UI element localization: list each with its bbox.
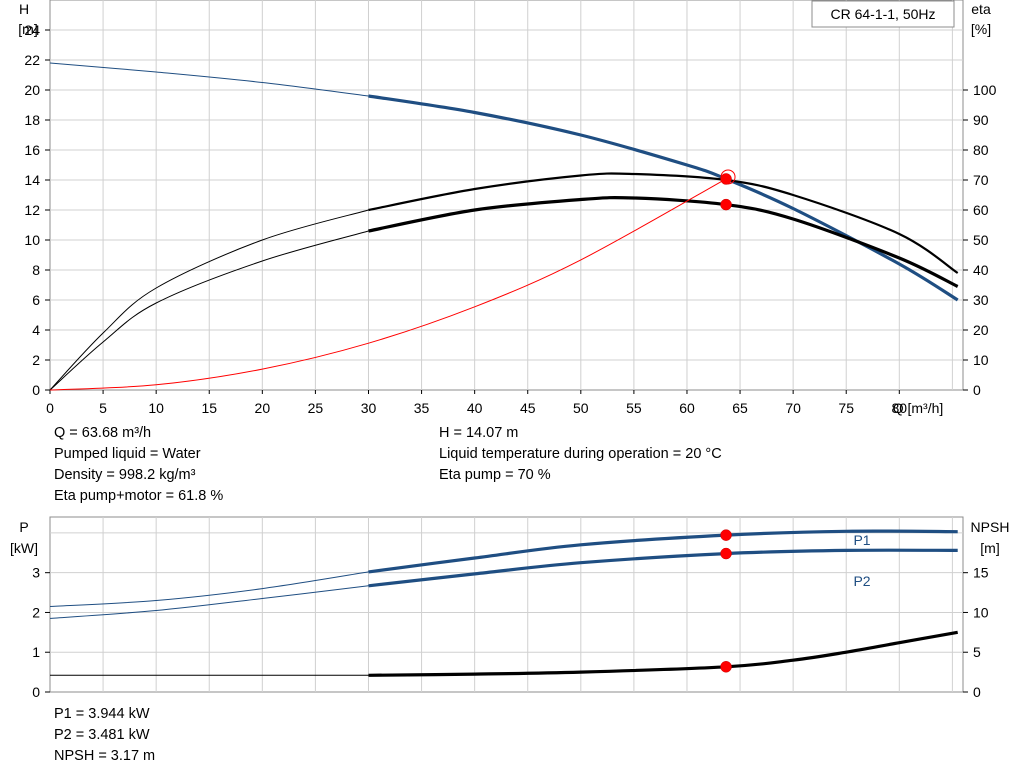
y-tick-label-right: 5: [973, 644, 981, 660]
y-tick-label-left: 14: [24, 172, 40, 188]
legend-box: [811, 0, 955, 28]
curve-eta-pump-motor: [368, 195, 959, 288]
curve-label-p2: P2: [853, 573, 870, 589]
y-axis-title-right: NPSH: [971, 519, 1010, 535]
y-tick-label-right: 70: [973, 172, 989, 188]
y-tick-label-left: 12: [24, 202, 40, 218]
x-tick-label: 75: [838, 400, 854, 416]
y-tick-label-left: 24: [24, 22, 40, 38]
info-head: H = 14.07 m: [439, 425, 519, 441]
y-tick-label-left: 22: [24, 52, 40, 68]
y-tick-label-left: 20: [24, 82, 40, 98]
x-tick-label: 70: [785, 400, 801, 416]
x-tick-label: 55: [626, 400, 642, 416]
y-tick-label-left: 4: [32, 322, 40, 338]
x-tick-label: 65: [732, 400, 748, 416]
y-axis-title-left: H: [19, 1, 29, 17]
y-tick-label-right: 90: [973, 112, 989, 128]
y-axis-title-left: P: [19, 519, 28, 535]
y-tick-label-left: 6: [32, 292, 40, 308]
y-tick-label-right: 10: [973, 604, 989, 620]
panel-1: [45, 0, 968, 394]
x-tick-label: 0: [46, 400, 54, 416]
y-tick-label-right: 40: [973, 262, 989, 278]
info-p1: P1 = 3.944 kW: [54, 706, 150, 722]
info-top-left: Q = 63.68 m³/h Pumped liquid = Water Den…: [54, 423, 223, 507]
info-liquid-temperature: Liquid temperature during operation = 20…: [439, 446, 722, 462]
y-tick-label-left: 0: [32, 684, 40, 700]
info-eta-pump-motor: Eta pump+motor = 61.8 %: [54, 488, 224, 504]
info-density: Density = 998.2 kg/m³: [54, 467, 196, 483]
y-axis-title-right: eta: [971, 1, 991, 17]
y-tick-label-left: 1: [32, 644, 40, 660]
curve-h: [368, 94, 959, 302]
plot-frame: [49, 516, 964, 693]
info-eta-pump: Eta pump = 70 %: [439, 467, 551, 483]
x-tick-label: 45: [520, 400, 536, 416]
x-tick-label: 20: [255, 400, 271, 416]
curve-h-thin: [49, 62, 369, 97]
info-pumped-liquid: Pumped liquid = Water: [54, 446, 201, 462]
y-tick-label-left: 0: [32, 382, 40, 398]
y-tick-label-right: 80: [973, 142, 989, 158]
y-tick-label-right: 15: [973, 565, 989, 581]
y-tick-label-left: 10: [24, 232, 40, 248]
x-tick-label: 40: [467, 400, 483, 416]
x-tick-label: 15: [201, 400, 217, 416]
x-tick-label: 25: [308, 400, 324, 416]
curve-eta-pump-thin: [49, 209, 369, 391]
y-axis-unit-right: [m]: [980, 540, 999, 556]
y-tick-label-right: 30: [973, 292, 989, 308]
y-tick-label-right: 20: [973, 322, 989, 338]
y-axis-unit-left: [kW]: [10, 540, 38, 556]
operating-point: [720, 661, 732, 673]
curve-system-curve-thin: [49, 178, 727, 391]
x-tick-label: 80: [892, 400, 908, 416]
y-tick-label-right: 60: [973, 202, 989, 218]
info-top-right: H = 14.07 m Liquid temperature during op…: [439, 423, 722, 486]
curve-p2: [368, 548, 958, 588]
legend-box-label: CR 64-1-1, 50Hz: [830, 6, 935, 22]
operating-point: [720, 198, 732, 211]
x-tick-label: 60: [679, 400, 695, 416]
curve-eta-pump-motor-thin: [49, 230, 369, 391]
operating-point: [720, 547, 732, 560]
y-axis-unit-right: [%]: [971, 21, 991, 37]
operating-point: [720, 529, 732, 541]
x-tick-label: 10: [148, 400, 164, 416]
plot-frame: [49, 0, 964, 391]
y-tick-label-right: 10: [973, 352, 989, 368]
x-tick-label: 35: [414, 400, 430, 416]
x-axis-title: Q [m³/h]: [893, 400, 944, 416]
y-axis-unit-left: [m]: [18, 21, 37, 37]
curve-label-p1: P1: [853, 532, 870, 548]
x-tick-label: 5: [99, 400, 107, 416]
y-tick-label-left: 2: [32, 352, 40, 368]
y-tick-label-right: 50: [973, 232, 989, 248]
curve-p1: [368, 529, 958, 574]
info-p2: P2 = 3.481 kW: [54, 727, 150, 743]
operating-point: [720, 173, 732, 185]
y-tick-label-right: 0: [973, 684, 981, 700]
panel-2: [45, 516, 968, 693]
info-bottom: P1 = 3.944 kW P2 = 3.481 kW NPSH = 3.17 …: [54, 704, 155, 767]
curve-eta-pump: [368, 172, 959, 274]
curve-p2-thin: [49, 585, 369, 619]
y-tick-label-left: 16: [24, 142, 40, 158]
y-tick-label-left: 8: [32, 262, 40, 278]
y-tick-label-right: 100: [973, 82, 997, 98]
curve-p1-thin: [49, 571, 369, 607]
x-tick-label: 30: [361, 400, 377, 416]
info-npsh: NPSH = 3.17 m: [54, 748, 156, 764]
x-tick-label: 50: [573, 400, 589, 416]
info-flow: Q = 63.68 m³/h: [54, 425, 152, 441]
y-tick-label-left: 3: [32, 565, 40, 581]
y-tick-label-left: 18: [24, 112, 40, 128]
y-tick-label-left: 2: [32, 604, 40, 620]
y-tick-label-right: 0: [973, 382, 981, 398]
